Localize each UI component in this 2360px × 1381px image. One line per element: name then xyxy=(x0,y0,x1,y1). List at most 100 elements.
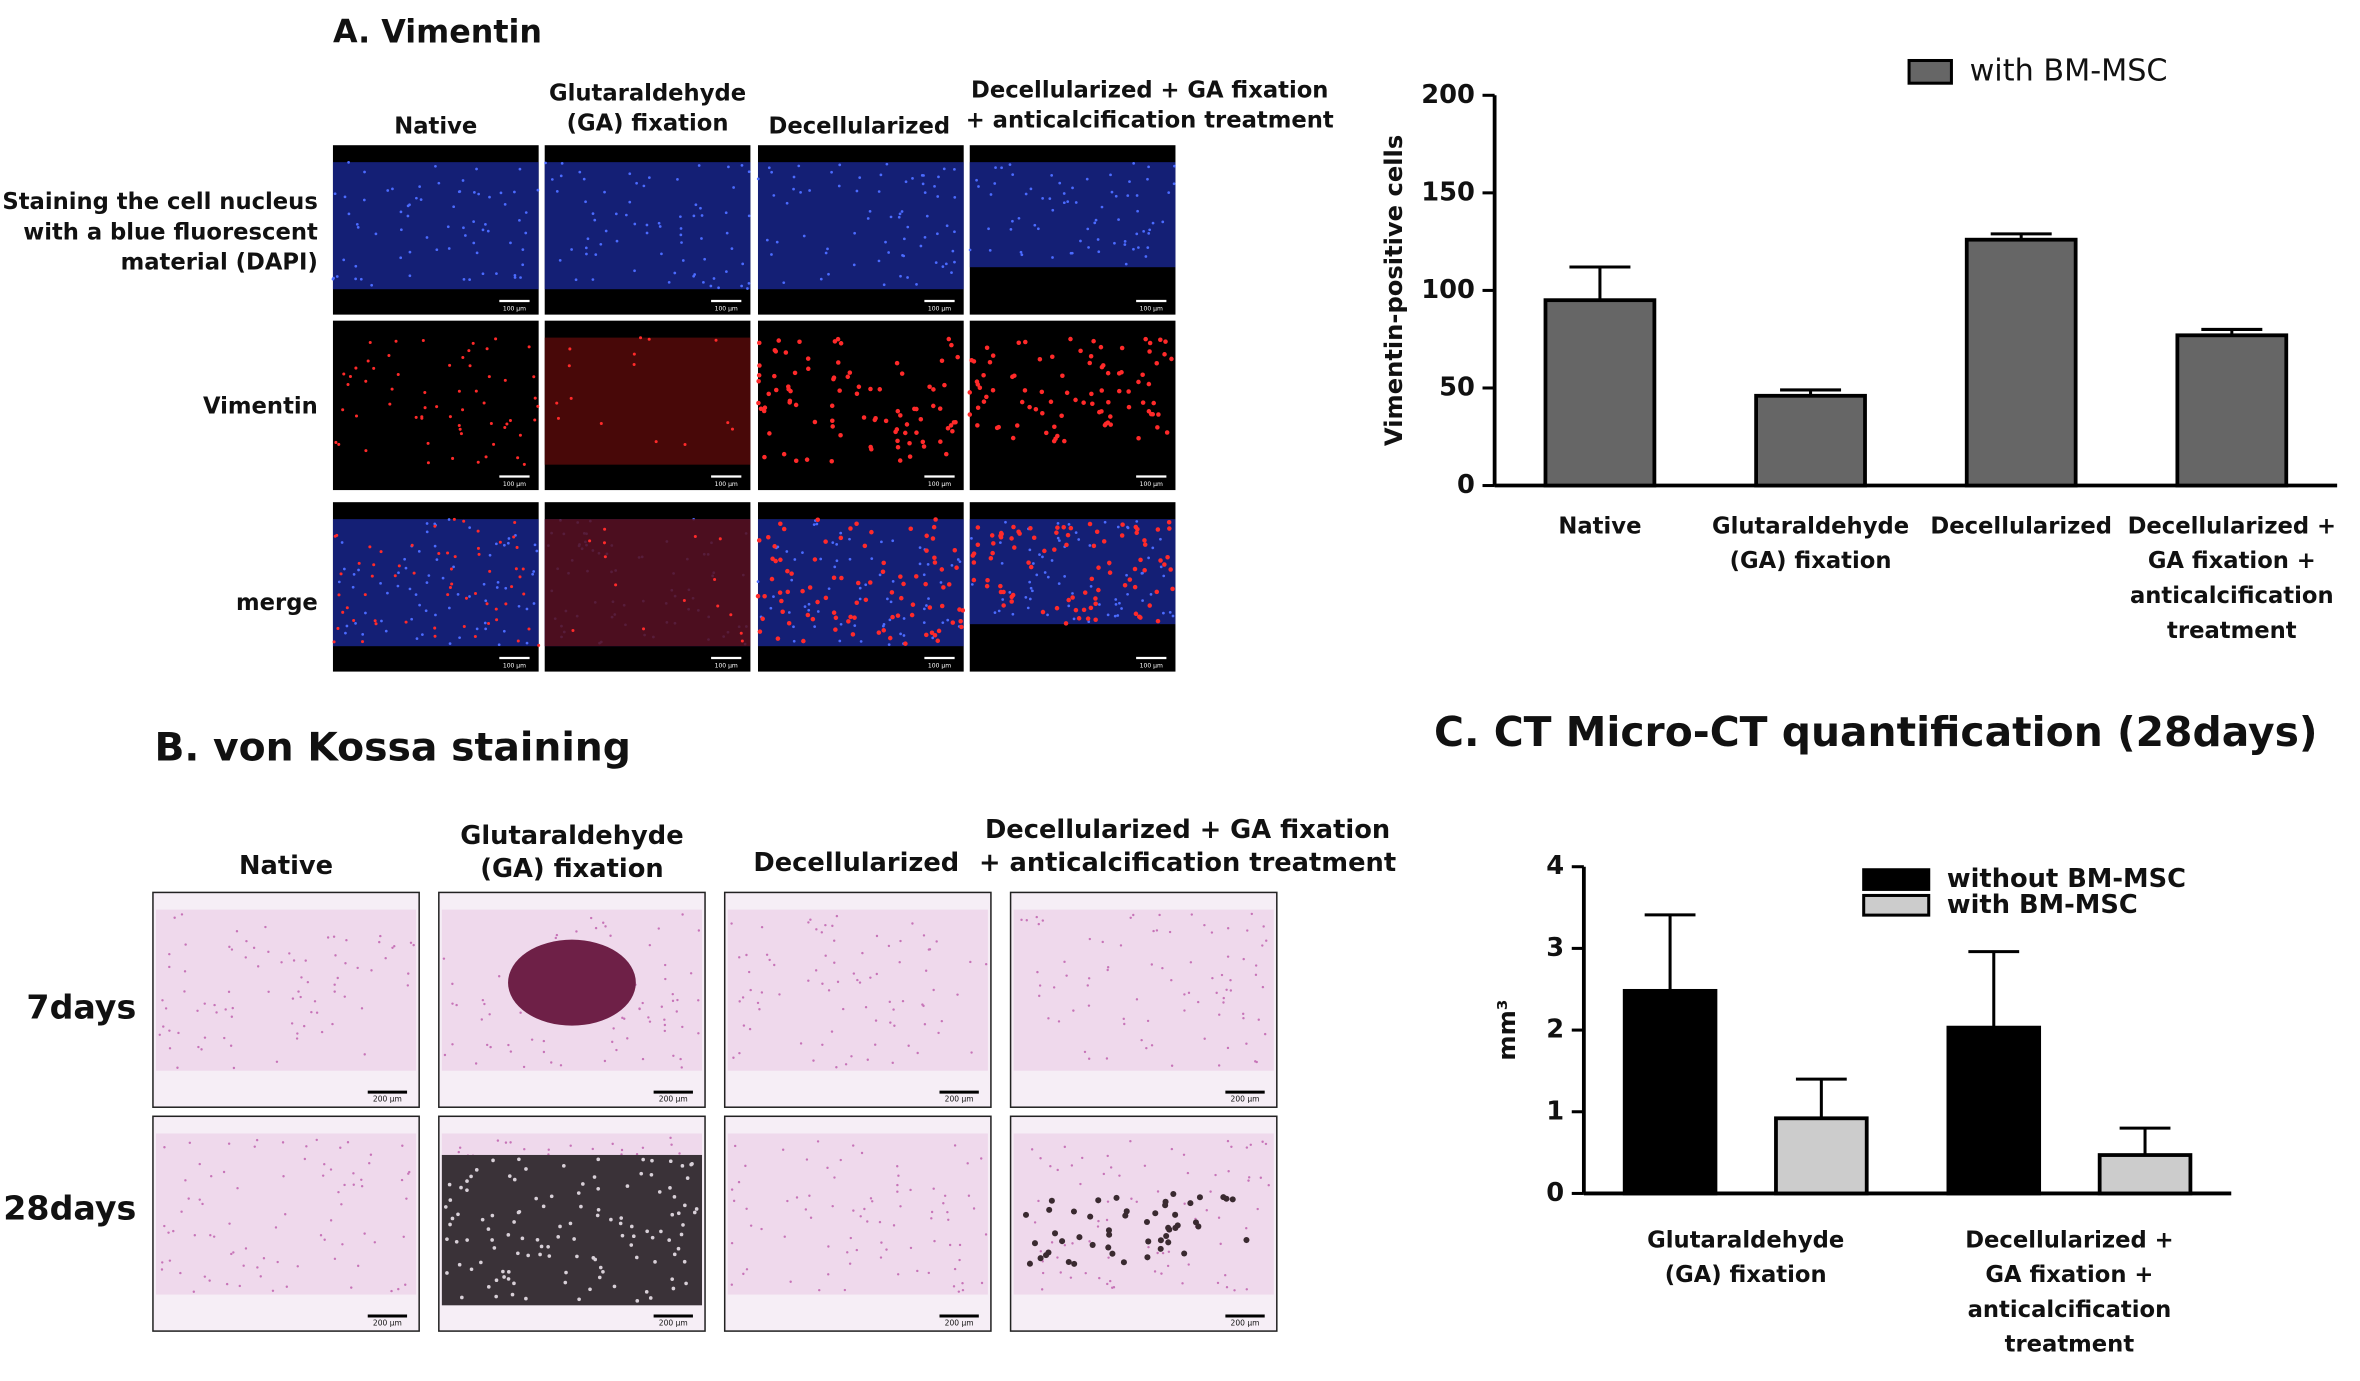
cell xyxy=(1106,1200,1110,1203)
cell xyxy=(295,1037,299,1040)
nucleus xyxy=(1024,192,1028,196)
nucleus xyxy=(746,287,749,290)
cell xyxy=(1083,1050,1087,1054)
cell xyxy=(737,1180,741,1184)
nucleus xyxy=(1017,216,1021,220)
cell xyxy=(183,970,187,973)
nucleus xyxy=(488,553,492,557)
nucleus xyxy=(775,240,779,244)
cell xyxy=(232,1251,235,1254)
nucleus xyxy=(645,223,649,227)
cell xyxy=(852,1209,855,1212)
vimentin-dot xyxy=(495,618,499,622)
vimentin-dot xyxy=(990,550,995,556)
vimentin-dot xyxy=(854,600,860,606)
vimentin-dot xyxy=(642,627,646,631)
nucleus xyxy=(354,622,357,625)
cell xyxy=(1097,1219,1100,1223)
vimentin-dot xyxy=(473,635,477,639)
cell xyxy=(305,1145,308,1148)
calc-grain xyxy=(1163,1232,1170,1240)
vimentin-dot xyxy=(848,526,853,531)
nucleus xyxy=(827,587,831,591)
vimentin-dot xyxy=(920,439,926,445)
vimentin-dot xyxy=(682,599,686,603)
cell xyxy=(1245,1288,1249,1291)
scale-label: 100 µm xyxy=(928,306,951,313)
cell xyxy=(892,1008,895,1011)
cell xyxy=(1063,1145,1067,1149)
nucleus xyxy=(657,221,661,225)
nucleus xyxy=(727,165,730,169)
nucleus xyxy=(344,631,347,635)
cell xyxy=(163,1146,166,1149)
x-tick-label: Native xyxy=(1558,513,1641,539)
nucleus xyxy=(1085,177,1089,181)
vimentin-dot xyxy=(756,400,761,406)
nucleus xyxy=(1033,223,1037,227)
cell xyxy=(569,1144,572,1147)
cell xyxy=(824,923,827,927)
vimentin-dot xyxy=(1019,399,1025,405)
cell xyxy=(827,989,831,992)
nucleus xyxy=(518,218,521,222)
vimentin-dot xyxy=(588,539,592,543)
vimentin-dot xyxy=(881,560,886,566)
cell xyxy=(1105,1218,1109,1222)
scale-label: 200 µm xyxy=(1231,1095,1260,1104)
vimentin-dot xyxy=(1054,605,1060,611)
cell xyxy=(203,1036,207,1039)
vimentin-dot xyxy=(521,567,525,571)
cell xyxy=(869,1197,873,1200)
nucleus xyxy=(958,560,962,564)
nucleus xyxy=(1063,574,1066,578)
vimentin-dot xyxy=(1055,525,1060,530)
cell xyxy=(333,990,336,993)
nucleus xyxy=(1011,219,1014,223)
cell xyxy=(809,918,812,921)
nucleus xyxy=(709,284,713,288)
nucleus xyxy=(1088,544,1092,547)
cell xyxy=(807,979,810,982)
cell xyxy=(1225,988,1228,992)
cell xyxy=(889,1021,892,1024)
vimentin-dot xyxy=(346,383,350,387)
cell xyxy=(407,1172,410,1175)
vimentin-dot xyxy=(1081,607,1087,613)
nucleus xyxy=(468,595,471,598)
cell xyxy=(306,980,310,984)
nucleus xyxy=(884,240,887,244)
calc-grain xyxy=(1113,1194,1120,1201)
vimentin-dot xyxy=(1140,372,1145,377)
y-tick-label: 50 xyxy=(1439,372,1475,402)
cell xyxy=(391,946,394,950)
column-header: Glutaraldehyde xyxy=(460,821,683,851)
cell xyxy=(1129,916,1132,920)
nucleus xyxy=(386,189,390,192)
nucleus xyxy=(356,225,360,229)
cell xyxy=(1264,1142,1268,1146)
nucleus xyxy=(447,247,451,250)
nucleus xyxy=(988,249,992,252)
cell xyxy=(1183,1202,1186,1205)
cell xyxy=(1257,1018,1260,1021)
row-label: 7days xyxy=(26,987,136,1026)
tissue xyxy=(727,1133,988,1295)
stain-image: 200 µm xyxy=(152,1115,420,1332)
cell xyxy=(861,951,864,955)
calc-grain xyxy=(1166,1226,1173,1233)
cell xyxy=(663,1018,666,1021)
cell xyxy=(1084,1271,1087,1275)
cell xyxy=(899,1205,902,1208)
scale-label: 100 µm xyxy=(1140,481,1163,488)
vimentin-dot xyxy=(1099,364,1105,370)
cell xyxy=(404,1283,407,1286)
vimentin-dot xyxy=(806,366,811,372)
vimentin-dot xyxy=(898,574,903,579)
cell xyxy=(457,1150,460,1154)
vimentin-dot xyxy=(770,556,775,562)
vimentin-dot xyxy=(1132,584,1138,590)
tissue xyxy=(155,909,417,1071)
calc-grain xyxy=(657,1190,662,1194)
cell xyxy=(168,1259,172,1262)
